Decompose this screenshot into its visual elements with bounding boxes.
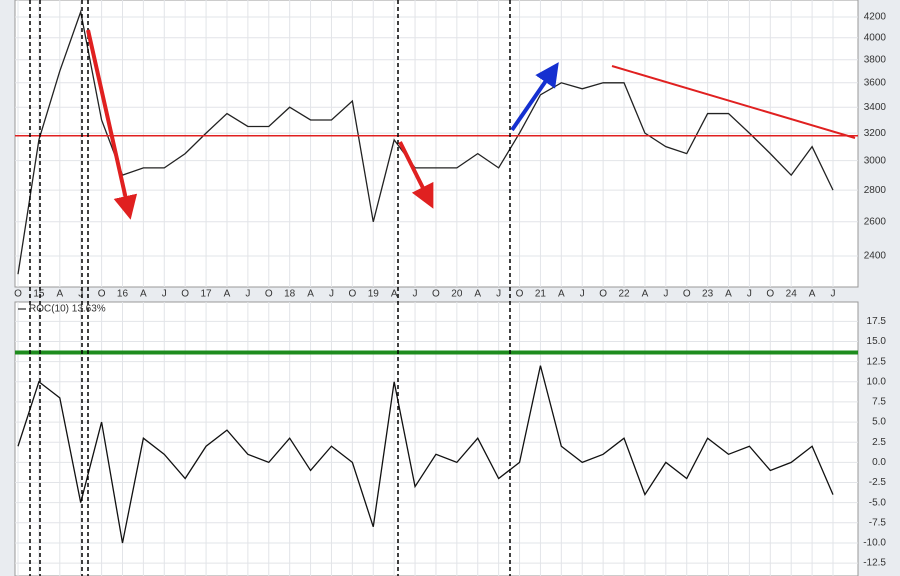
y-tick-label: -10.0 [863, 538, 886, 549]
x-tick-label: A [56, 289, 63, 300]
legend-label: ROC(10) 13.63% [29, 304, 106, 315]
y-tick-label: 2400 [864, 251, 887, 262]
y-tick-label: 3800 [864, 54, 887, 65]
y-tick-label: 3000 [864, 155, 887, 166]
y-tick-label: 2800 [864, 185, 887, 196]
x-tick-label: 23 [702, 289, 714, 300]
y-tick-label: 2600 [864, 216, 887, 227]
roc-panel [14, 301, 859, 576]
x-tick-label: 15 [33, 289, 45, 300]
marks: O 15 A J O 16 A J O 17 A J O 18 A J O 19 A J O 20 A J O 21 A J O 22 A J… [14, 0, 886, 576]
x-tick-label: A [224, 289, 231, 300]
x-tick-label: A [725, 289, 732, 300]
x-tick-label: J [329, 289, 334, 300]
y-tick-label: 7.5 [872, 397, 886, 408]
y-tick-label: 4000 [864, 32, 887, 43]
x-tick-label: A [140, 289, 147, 300]
x-tick-label: A [642, 289, 649, 300]
series-line [17, 365, 834, 544]
x-tick-label: O [348, 289, 356, 300]
x-tick-label: A [474, 289, 481, 300]
x-tick-label: 22 [618, 289, 630, 300]
y-tick-label: 0.0 [872, 457, 886, 468]
x-tick-label: 17 [201, 289, 213, 300]
x-tick-label: A [307, 289, 314, 300]
x-tick-label: J [747, 289, 752, 300]
y-tick-label: 17.5 [867, 316, 887, 327]
price-panel [14, 0, 859, 288]
x-tick-label: J [78, 289, 83, 300]
x-tick-label: 20 [451, 289, 463, 300]
x-tick-label: J [496, 289, 501, 300]
y-tick-label: 3600 [864, 77, 887, 88]
y-tick-label: 2.5 [872, 437, 886, 448]
x-tick-label: O [599, 289, 607, 300]
y-tick-label: -12.5 [863, 558, 886, 569]
arrow [398, 141, 434, 209]
x-tick-label: 18 [284, 289, 296, 300]
y-tick-label: 10.0 [867, 376, 887, 387]
x-tick-label: O [766, 289, 774, 300]
y-tick-label: -5.0 [869, 497, 887, 508]
x-tick-label: O [98, 289, 106, 300]
x-tick-label: J [413, 289, 418, 300]
trend-line [611, 65, 856, 139]
y-tick-label: 3200 [864, 128, 887, 139]
y-tick-label: -2.5 [869, 477, 887, 488]
x-tick-label: J [663, 289, 668, 300]
y-tick-label: 15.0 [867, 336, 887, 347]
arrow [86, 29, 138, 220]
arrow [510, 62, 559, 132]
y-tick-label: 12.5 [867, 356, 887, 367]
x-tick-label: O [683, 289, 691, 300]
x-tick-label: J [245, 289, 250, 300]
x-tick-label: 16 [117, 289, 129, 300]
x-tick-label: O [432, 289, 440, 300]
y-tick-label: 5.0 [872, 417, 886, 428]
x-tick-label: 24 [786, 289, 798, 300]
x-tick-label: O [181, 289, 189, 300]
x-tick-label: A [809, 289, 816, 300]
x-tick-label: 21 [535, 289, 547, 300]
y-tick-label: 4200 [864, 12, 887, 23]
event-lines [29, 0, 511, 576]
y-tick-label: 3400 [864, 102, 887, 113]
x-tick-label: J [162, 289, 167, 300]
x-tick-label: 19 [368, 289, 380, 300]
x-tick-label: O [14, 289, 22, 300]
x-tick-label: O [516, 289, 524, 300]
x-tick-label: A [558, 289, 565, 300]
y-tick-label: -7.5 [869, 517, 887, 528]
x-tick-label: A [391, 289, 398, 300]
series-line [17, 9, 834, 275]
x-tick-label: J [580, 289, 585, 300]
x-tick-label: O [265, 289, 273, 300]
x-tick-label: J [831, 289, 836, 300]
